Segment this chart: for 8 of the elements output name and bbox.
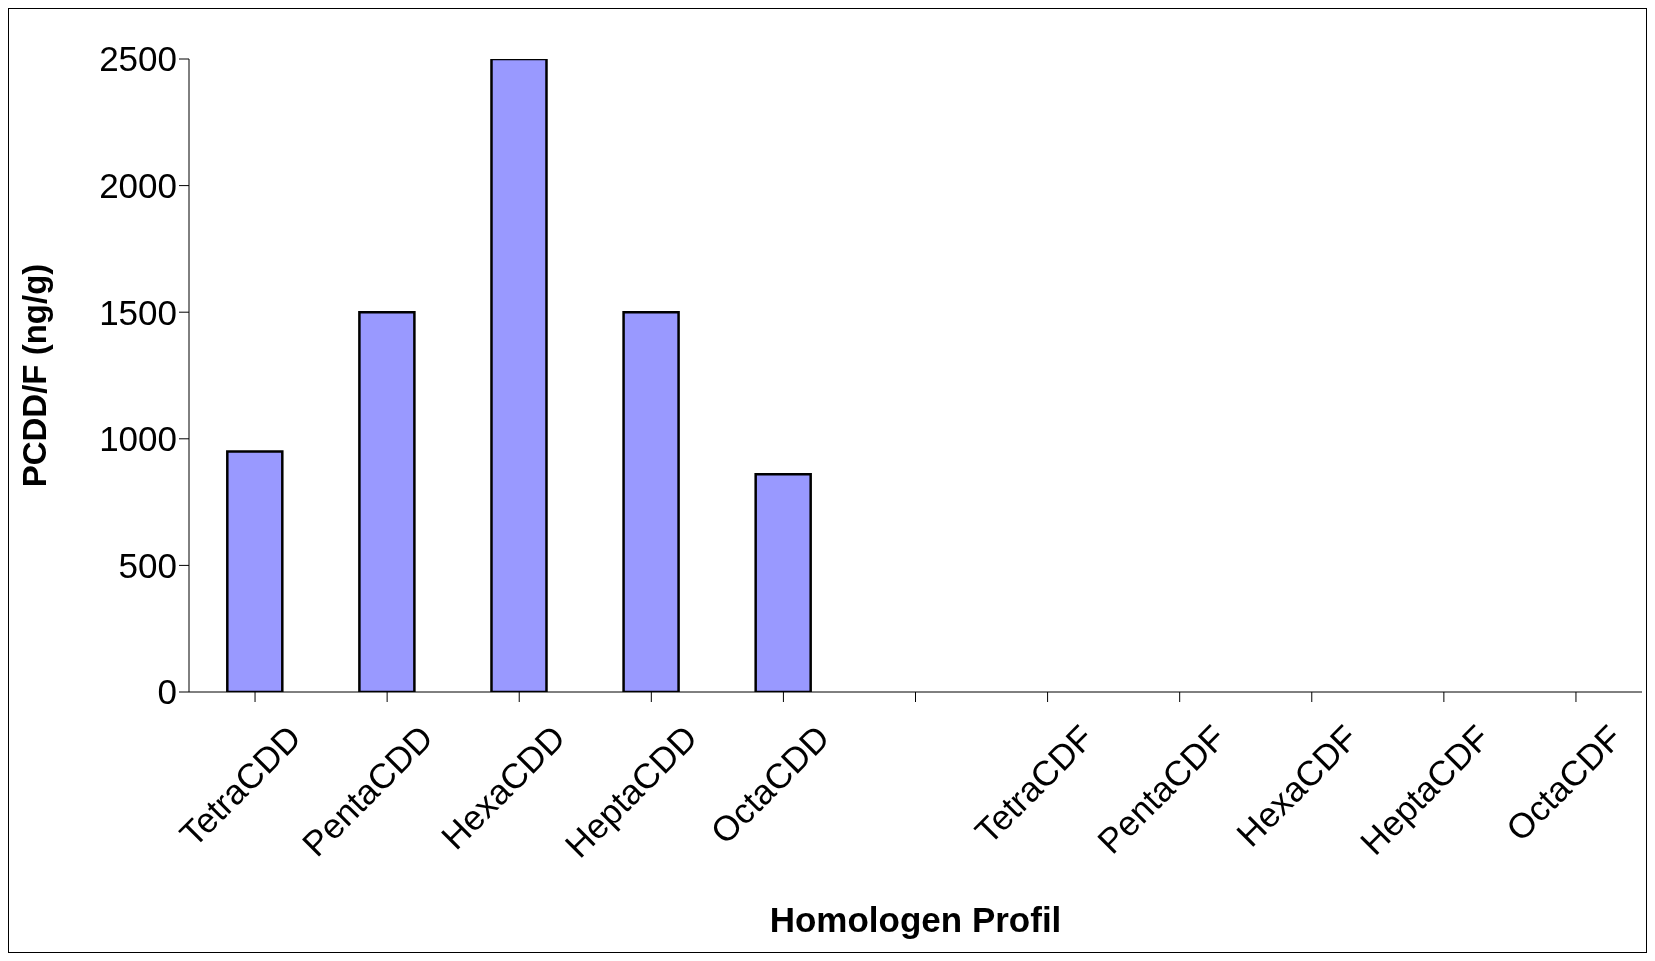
y-tick-label: 1500 bbox=[99, 292, 177, 332]
y-axis-title: PCDD/F (ng/g) bbox=[15, 263, 53, 488]
x-axis-title: Homologen Profil bbox=[769, 900, 1062, 939]
y-tick-label: 0 bbox=[157, 672, 177, 712]
y-tick-label: 2500 bbox=[99, 39, 177, 79]
y-tick-label: 1000 bbox=[99, 419, 177, 459]
y-tick-label: 2000 bbox=[99, 166, 177, 206]
y-tick-label: 500 bbox=[118, 545, 177, 585]
